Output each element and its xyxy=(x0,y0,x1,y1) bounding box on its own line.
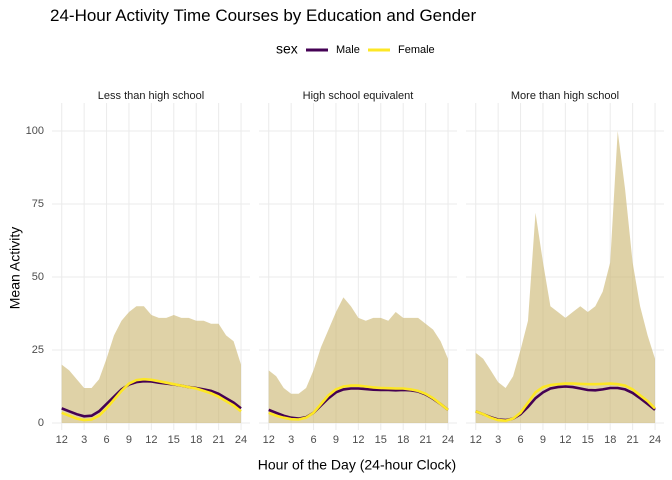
x-tick-label: 21 xyxy=(626,434,638,446)
x-tick-label: 3 xyxy=(288,434,294,446)
x-tick-label: 12 xyxy=(470,434,482,446)
facet-title: High school equivalent xyxy=(303,90,414,102)
x-tick-label: 6 xyxy=(103,434,109,446)
x-tick-label: 12 xyxy=(145,434,157,446)
legend-label: Male xyxy=(336,44,360,56)
y-tick-label: 0 xyxy=(38,417,44,429)
x-tick-label: 12 xyxy=(352,434,364,446)
x-tick-label: 18 xyxy=(604,434,616,446)
x-tick-label: 6 xyxy=(310,434,316,446)
y-tick-label: 50 xyxy=(32,271,44,283)
y-tick-label: 100 xyxy=(26,125,44,137)
y-tick-label: 75 xyxy=(32,198,44,210)
x-tick-label: 3 xyxy=(495,434,501,446)
series-line xyxy=(268,384,449,421)
x-tick-label: 6 xyxy=(517,434,523,446)
facet-panel: High school equivalent 12 3 6 9 12 15 18 21 24 xyxy=(259,90,457,446)
facet-title: Less than high school xyxy=(98,90,204,102)
activity-band xyxy=(268,297,449,423)
x-tick-label: 18 xyxy=(397,434,409,446)
legend-title: sex xyxy=(276,41,298,57)
x-tick-label: 12 xyxy=(559,434,571,446)
x-tick-label: 15 xyxy=(582,434,594,446)
chart-title: 24-Hour Activity Time Courses by Educati… xyxy=(50,6,476,25)
x-tick-label: 24 xyxy=(649,434,661,446)
x-tick-label: 15 xyxy=(375,434,387,446)
x-tick-label: 15 xyxy=(168,434,180,446)
x-tick-label: 12 xyxy=(263,434,275,446)
series-line xyxy=(61,379,242,418)
x-tick-label: 21 xyxy=(419,434,431,446)
x-tick-label: 9 xyxy=(333,434,339,446)
series-line xyxy=(475,382,656,423)
legend-label: Female xyxy=(398,44,435,56)
x-tick-label: 21 xyxy=(212,434,224,446)
x-tick-label: 24 xyxy=(442,434,454,446)
activity-band xyxy=(61,306,242,423)
series-line xyxy=(61,377,242,422)
x-tick-label: 18 xyxy=(190,434,202,446)
x-tick-label: 12 xyxy=(56,434,68,446)
x-tick-label: 9 xyxy=(126,434,132,446)
x-tick-label: 3 xyxy=(81,434,87,446)
facet-panel: Less than high school 12 3 6 9 12 15 18 21 24 xyxy=(52,90,250,446)
x-tick-label: 24 xyxy=(235,434,247,446)
x-axis-title: Hour of the Day (24-hour Clock) xyxy=(258,457,456,473)
facet-panel: More than high school 12 3 6 9 12 15 18 21 24 xyxy=(466,90,664,446)
y-axis-title: Mean Activity xyxy=(7,227,23,309)
y-tick-label: 25 xyxy=(32,344,44,356)
x-tick-label: 9 xyxy=(540,434,546,446)
activity-band xyxy=(475,131,656,423)
facet-title: More than high school xyxy=(511,90,619,102)
